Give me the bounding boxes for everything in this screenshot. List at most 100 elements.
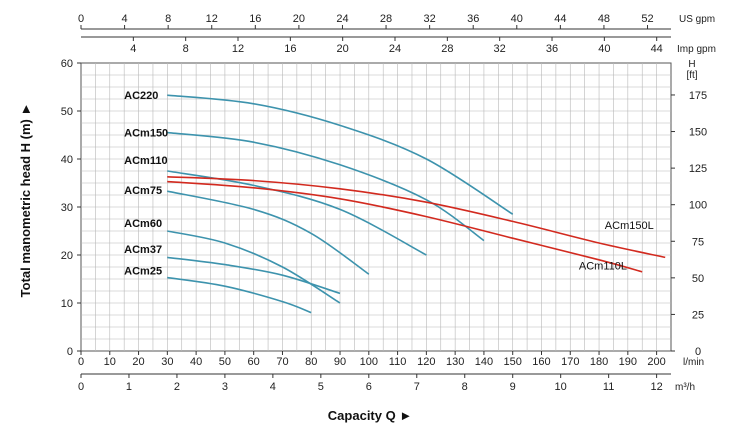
right-axis-tick-label: 25 bbox=[692, 309, 704, 321]
impgpm-axis-tick-label: 12 bbox=[232, 43, 244, 55]
curve-acm110 bbox=[167, 170, 427, 256]
usgpm-axis-tick-label: 52 bbox=[641, 13, 653, 25]
right-axis-tick-label: 0 bbox=[695, 346, 701, 358]
usgpm-axis-tick-label: 32 bbox=[424, 13, 436, 25]
curve-label-acm37: ACm37 bbox=[124, 244, 162, 256]
impgpm-axis-tick-label: 28 bbox=[441, 43, 453, 55]
curve-label-acm150l: ACm150L bbox=[605, 220, 654, 232]
lpm-axis-tick-label: 160 bbox=[532, 356, 550, 368]
lpm-axis-tick-label: 180 bbox=[590, 356, 608, 368]
impgpm-axis-tick-label: 16 bbox=[284, 43, 296, 55]
lpm-axis-tick-label: 190 bbox=[619, 356, 637, 368]
grid bbox=[80, 62, 672, 352]
right-axis-title: H bbox=[688, 59, 695, 70]
curve-label-acm25: ACm25 bbox=[124, 265, 162, 277]
lpm-axis-tick-label: 200 bbox=[647, 356, 665, 368]
lpm-axis-tick-label: 0 bbox=[78, 356, 84, 368]
curve-acm150l bbox=[167, 176, 666, 259]
m3h-axis-tick-label: 4 bbox=[270, 381, 276, 393]
curve-label-acm75: ACm75 bbox=[124, 185, 162, 197]
curve-label-acm110: ACm110 bbox=[124, 155, 167, 167]
curve-ac220 bbox=[167, 94, 514, 215]
curve-label-acm60: ACm60 bbox=[124, 218, 162, 230]
lpm-axis-tick-label: 110 bbox=[389, 356, 407, 368]
m3h-axis-tick-label: 9 bbox=[510, 381, 516, 393]
m3h-axis-tick-label: 10 bbox=[555, 381, 567, 393]
impgpm-axis-unit: Imp gpm bbox=[677, 44, 716, 55]
curve-label-acm150: ACm150 bbox=[124, 128, 168, 140]
curve-acm25 bbox=[167, 276, 312, 314]
right-axis-tick-label: 75 bbox=[692, 236, 704, 248]
curve-acm75 bbox=[167, 190, 370, 275]
usgpm-axis-tick-label: 8 bbox=[165, 13, 171, 25]
right-axis-tick-label: 50 bbox=[692, 273, 704, 285]
m3h-axis-unit: m³/h bbox=[675, 382, 695, 393]
lpm-axis-tick-label: 30 bbox=[161, 356, 173, 368]
lpm-axis-tick-label: 60 bbox=[248, 356, 260, 368]
curves bbox=[167, 94, 666, 314]
lpm-axis-tick-label: 70 bbox=[276, 356, 288, 368]
impgpm-axis-tick-label: 24 bbox=[389, 43, 401, 55]
impgpm-axis-tick-label: 44 bbox=[651, 43, 663, 55]
lpm-axis-tick-label: 40 bbox=[190, 356, 202, 368]
usgpm-axis-tick-label: 28 bbox=[380, 13, 392, 25]
lpm-axis-tick-label: 170 bbox=[561, 356, 579, 368]
impgpm-axis-tick-label: 8 bbox=[183, 43, 189, 55]
usgpm-axis-tick-label: 40 bbox=[511, 13, 523, 25]
impgpm-axis-tick-label: 32 bbox=[494, 43, 506, 55]
usgpm-axis-tick-label: 12 bbox=[206, 13, 218, 25]
right-axis-tick-label: 125 bbox=[689, 163, 707, 175]
impgpm-axis-tick-label: 20 bbox=[337, 43, 349, 55]
impgpm-axis-tick-label: 36 bbox=[546, 43, 558, 55]
m3h-axis-tick-label: 0 bbox=[78, 381, 84, 393]
lpm-axis-tick-label: 80 bbox=[305, 356, 317, 368]
left-axis-tick-label: 40 bbox=[61, 154, 73, 166]
lpm-axis-unit: l/min bbox=[683, 357, 704, 368]
right-axis-tick-label: 150 bbox=[689, 127, 707, 139]
lpm-axis-tick-label: 90 bbox=[334, 356, 346, 368]
left-axis-tick-label: 50 bbox=[61, 106, 73, 118]
m3h-axis-tick-label: 11 bbox=[603, 381, 614, 393]
usgpm-axis-tick-label: 4 bbox=[122, 13, 128, 25]
curve-acm110l bbox=[167, 180, 643, 273]
right-axis-unit: [ft] bbox=[686, 70, 697, 81]
m3h-axis-tick-label: 3 bbox=[222, 381, 228, 393]
m3h-axis-tick-label: 5 bbox=[318, 381, 324, 393]
lpm-axis-tick-label: 50 bbox=[219, 356, 231, 368]
left-axis-tick-label: 0 bbox=[67, 346, 73, 358]
impgpm-axis-tick-label: 4 bbox=[130, 43, 136, 55]
impgpm-axis-tick-label: 40 bbox=[598, 43, 610, 55]
usgpm-axis-tick-label: 20 bbox=[293, 13, 305, 25]
usgpm-axis-tick-label: 24 bbox=[336, 13, 348, 25]
left-axis-tick-label: 20 bbox=[61, 250, 73, 262]
usgpm-axis-tick-label: 0 bbox=[78, 13, 84, 25]
x-axis-title: Capacity Q ► bbox=[328, 408, 412, 423]
m3h-axis-tick-label: 12 bbox=[650, 381, 662, 393]
lpm-axis-tick-label: 20 bbox=[132, 356, 144, 368]
curve-label-ac220: AC220 bbox=[124, 90, 158, 102]
lpm-axis-tick-label: 120 bbox=[417, 356, 435, 368]
m3h-axis-tick-label: 6 bbox=[366, 381, 372, 393]
lpm-axis-tick-label: 100 bbox=[360, 356, 378, 368]
usgpm-axis-tick-label: 48 bbox=[598, 13, 610, 25]
y-axis-title: Total manometric head H (m) ► bbox=[18, 103, 33, 298]
lpm-axis-tick-label: 130 bbox=[446, 356, 464, 368]
curve-acm37 bbox=[167, 256, 341, 295]
usgpm-axis-tick-label: 44 bbox=[554, 13, 566, 25]
m3h-axis-tick-label: 2 bbox=[174, 381, 180, 393]
right-axis-tick-label: 175 bbox=[689, 90, 707, 102]
lpm-axis-tick-label: 140 bbox=[475, 356, 493, 368]
usgpm-axis-tick-label: 36 bbox=[467, 13, 479, 25]
left-axis-tick-label: 10 bbox=[61, 298, 73, 310]
m3h-axis-tick-label: 1 bbox=[126, 381, 132, 393]
left-axis-tick-label: 60 bbox=[61, 58, 73, 70]
left-axis-tick-label: 30 bbox=[61, 202, 73, 214]
usgpm-axis-tick-label: 16 bbox=[249, 13, 261, 25]
usgpm-axis-unit: US gpm bbox=[679, 14, 715, 25]
m3h-axis-tick-label: 8 bbox=[462, 381, 468, 393]
lpm-axis-tick-label: 150 bbox=[504, 356, 522, 368]
m3h-axis-tick-label: 7 bbox=[414, 381, 420, 393]
curve-acm150 bbox=[167, 131, 485, 242]
